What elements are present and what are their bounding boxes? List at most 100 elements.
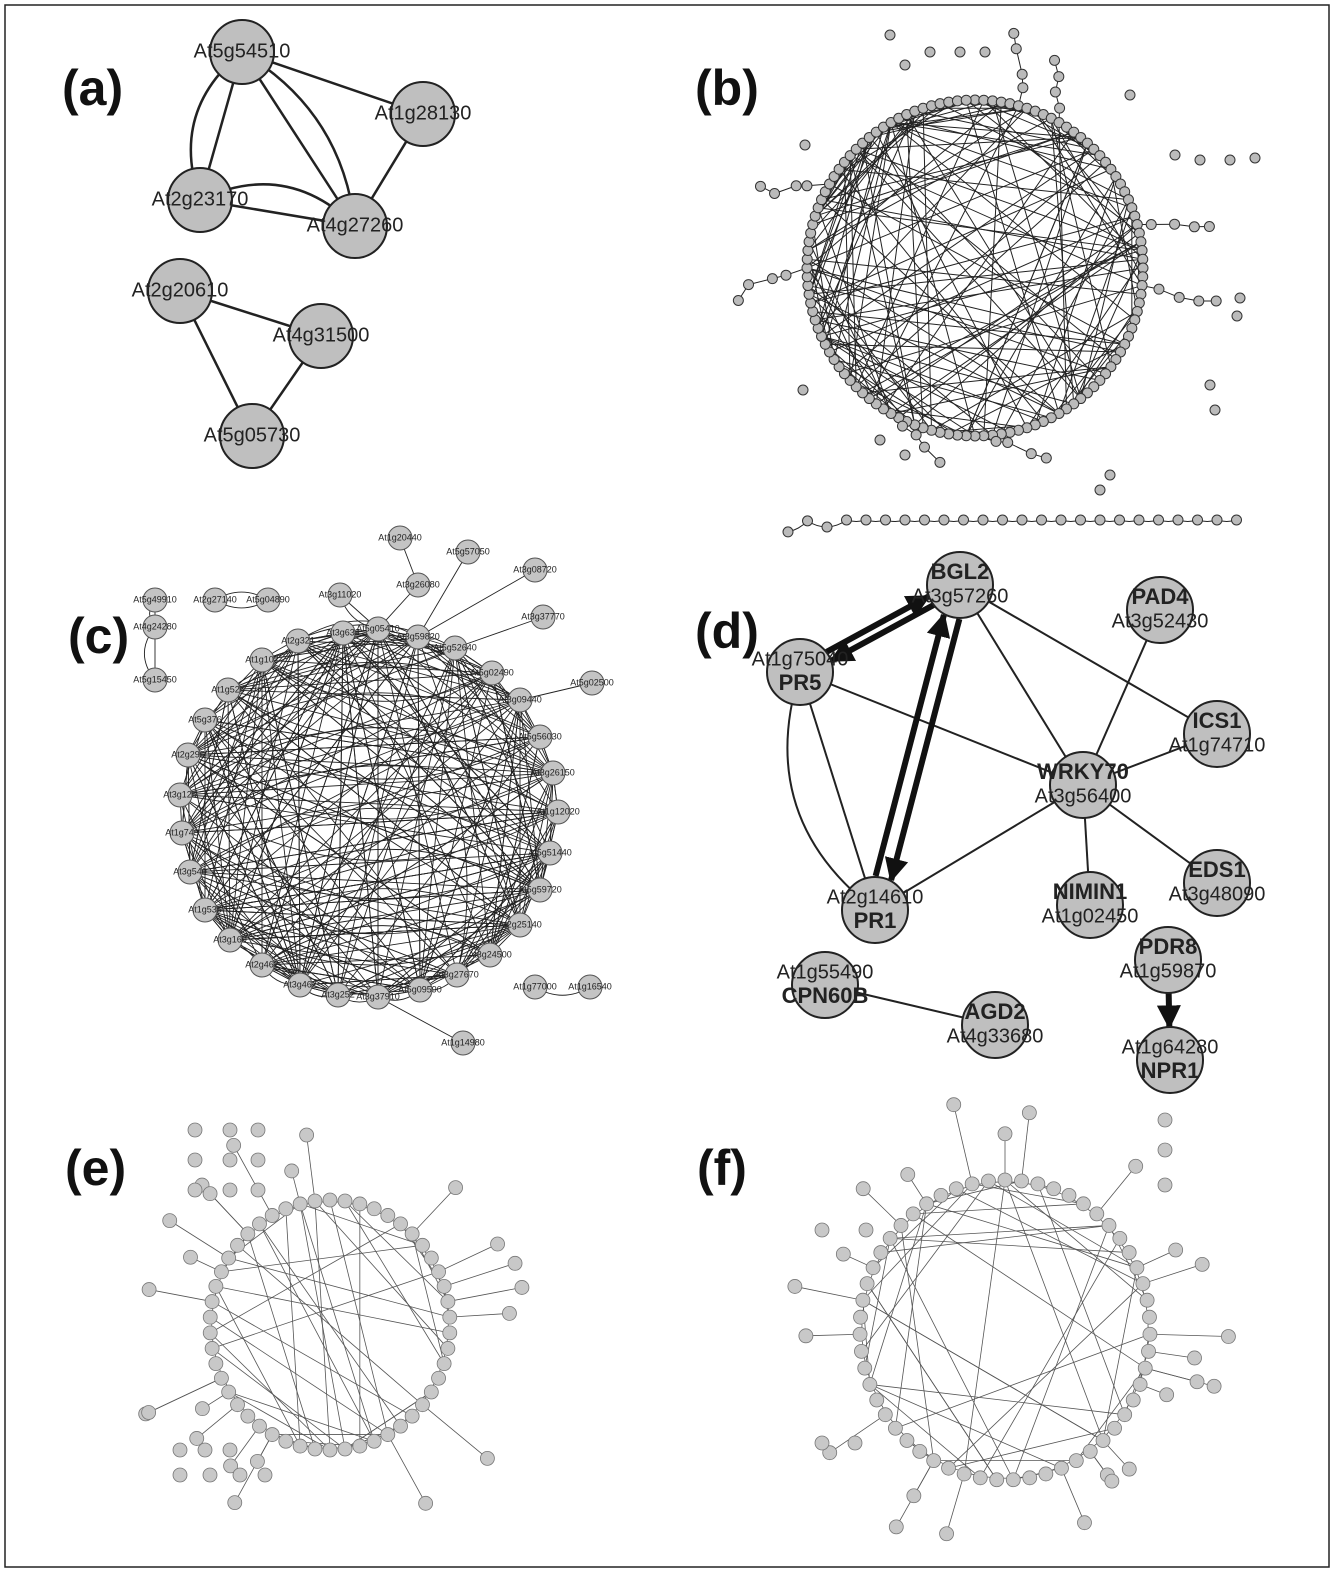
node bbox=[203, 1310, 217, 1324]
edge bbox=[960, 585, 1083, 785]
edge bbox=[330, 1200, 388, 1435]
node bbox=[1210, 405, 1220, 415]
node bbox=[1113, 1231, 1127, 1245]
node bbox=[214, 1265, 228, 1279]
edge bbox=[806, 1334, 860, 1336]
node bbox=[853, 1327, 867, 1341]
node bbox=[1158, 1178, 1172, 1192]
node-label: At3g26150 bbox=[531, 767, 575, 777]
node bbox=[424, 1385, 438, 1399]
panel-label: (a) bbox=[62, 60, 123, 116]
node bbox=[858, 1361, 872, 1375]
node bbox=[815, 1223, 829, 1237]
node bbox=[957, 1467, 971, 1481]
node bbox=[424, 1251, 438, 1265]
node bbox=[1105, 470, 1115, 480]
node bbox=[878, 1408, 892, 1422]
node bbox=[1170, 150, 1180, 160]
node bbox=[1221, 1330, 1235, 1344]
node-label: At2g462 bbox=[245, 959, 279, 969]
node bbox=[913, 1444, 927, 1458]
node bbox=[1077, 1516, 1091, 1530]
node bbox=[323, 1443, 337, 1457]
node-label: At5g49910 bbox=[133, 594, 177, 604]
node-label: At3g24500 bbox=[468, 949, 512, 959]
node bbox=[961, 95, 971, 105]
node bbox=[1189, 222, 1199, 232]
node bbox=[1235, 293, 1245, 303]
node bbox=[822, 522, 832, 532]
node bbox=[1169, 1243, 1183, 1257]
node bbox=[1195, 1257, 1209, 1271]
node bbox=[188, 1123, 202, 1137]
node bbox=[1154, 515, 1164, 525]
node bbox=[1047, 1182, 1061, 1196]
node bbox=[883, 1231, 897, 1245]
edge bbox=[188, 641, 298, 755]
node bbox=[998, 515, 1008, 525]
node bbox=[942, 1461, 956, 1475]
node-label: At1g20440 bbox=[378, 532, 422, 542]
node-label: At3g57260 bbox=[912, 585, 1009, 607]
node bbox=[1174, 292, 1184, 302]
node bbox=[854, 1310, 868, 1324]
edge bbox=[422, 1405, 487, 1459]
node bbox=[856, 1293, 870, 1307]
node-label: At4g33680 bbox=[947, 1025, 1044, 1047]
edge bbox=[1013, 1225, 1109, 1479]
node-label: At1g55490 bbox=[777, 961, 874, 983]
node bbox=[367, 1434, 381, 1448]
node bbox=[1212, 515, 1222, 525]
node bbox=[279, 1434, 293, 1448]
edge bbox=[787, 672, 875, 910]
node bbox=[252, 1217, 266, 1231]
node bbox=[338, 1442, 352, 1456]
edge bbox=[418, 637, 553, 773]
node bbox=[859, 1223, 873, 1237]
node bbox=[405, 1227, 419, 1241]
node-label: WRKY70 bbox=[1037, 759, 1129, 784]
node bbox=[959, 515, 969, 525]
node bbox=[889, 1520, 903, 1534]
node bbox=[770, 188, 780, 198]
node bbox=[798, 385, 808, 395]
node-label: At1g525 bbox=[211, 684, 245, 694]
node bbox=[947, 1098, 961, 1112]
edge bbox=[286, 1209, 300, 1446]
node-label: At1g102 bbox=[245, 654, 279, 664]
edge bbox=[388, 1435, 426, 1504]
node bbox=[1096, 1434, 1110, 1448]
node bbox=[1105, 1474, 1119, 1488]
node bbox=[173, 1468, 187, 1482]
node bbox=[203, 1326, 217, 1340]
node-label: PAD4 bbox=[1131, 584, 1189, 609]
edge bbox=[221, 1245, 422, 1271]
node-label: At3g52430 bbox=[1112, 610, 1209, 632]
node bbox=[802, 181, 812, 191]
node bbox=[1095, 515, 1105, 525]
panel-label: (b) bbox=[695, 60, 759, 116]
node bbox=[955, 47, 965, 57]
node bbox=[935, 457, 945, 467]
node bbox=[1158, 1143, 1172, 1157]
node bbox=[875, 435, 885, 445]
node-label: At1g64280 bbox=[1122, 1036, 1219, 1058]
node bbox=[1125, 90, 1135, 100]
edge bbox=[1035, 111, 1141, 242]
node bbox=[252, 1419, 266, 1433]
node-label: At2g321 bbox=[281, 635, 315, 645]
node bbox=[1050, 87, 1060, 97]
node-label: At3g56400 bbox=[1035, 785, 1132, 807]
node bbox=[381, 1208, 395, 1222]
node bbox=[443, 1326, 457, 1340]
node-label: At3g125 bbox=[163, 789, 197, 799]
node bbox=[443, 1310, 457, 1324]
node bbox=[300, 1128, 314, 1142]
node-label: At1g75040 bbox=[752, 648, 849, 670]
node bbox=[338, 1194, 352, 1208]
node-label: At1g74710 bbox=[1169, 734, 1266, 756]
edge bbox=[863, 1189, 901, 1226]
panel-label: (e) bbox=[65, 1140, 126, 1196]
node-label: At3g462 bbox=[283, 979, 317, 989]
node bbox=[502, 1306, 516, 1320]
